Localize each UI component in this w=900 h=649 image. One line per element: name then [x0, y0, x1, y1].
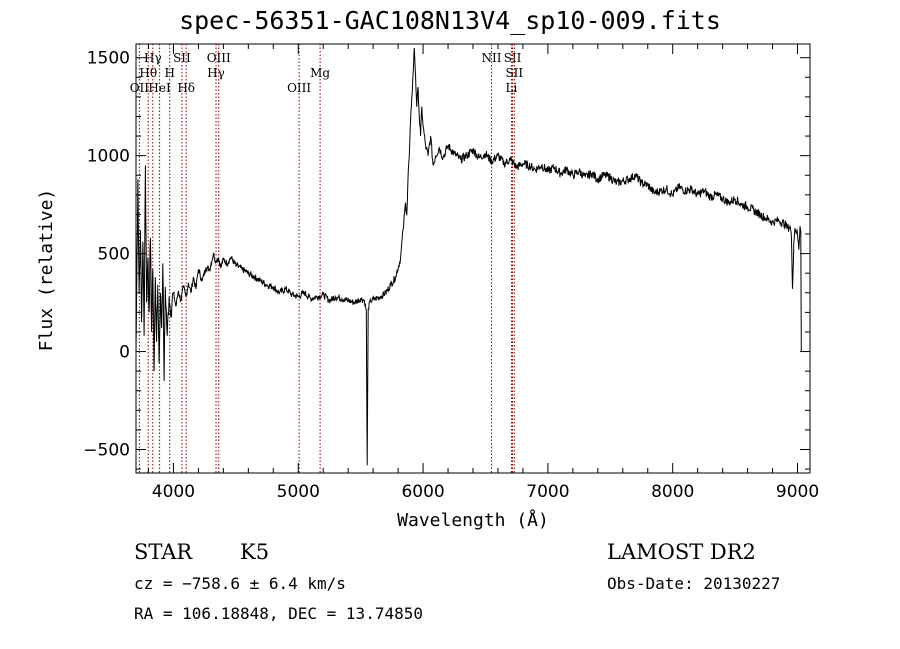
ra-dec-coordinates: RA = 106.18848, DEC = 13.74850	[134, 604, 423, 623]
object-subclass: K5	[240, 540, 270, 564]
y-tick-label-2: 500	[98, 245, 130, 265]
line-marker-label-8: Hγ	[207, 66, 225, 80]
line-marker-label-10: Mg	[310, 66, 330, 80]
y-axis-label-container: Flux (relative)	[36, 189, 57, 352]
line-marker-label-9: OIII	[287, 81, 311, 95]
y-tick-label-3: 1000	[87, 147, 130, 167]
line-marker-label-0: OII	[130, 81, 150, 95]
line-marker-label-7: OIII	[207, 51, 231, 65]
observation-date: Obs-Date: 20130227	[607, 574, 781, 593]
x-axis-label: Wavelength (Å)	[397, 510, 549, 531]
y-tick-label-0: −500	[83, 440, 130, 460]
redshift-cz: cz = −758.6 ± 6.4 km/s	[134, 574, 346, 593]
plot-frame	[135, 43, 811, 474]
y-tick-label-1: 0	[119, 343, 130, 363]
line-marker-label-4: H	[164, 66, 174, 80]
x-tick-label-5: 9000	[776, 482, 819, 502]
line-marker-label-6: Hδ	[177, 81, 195, 95]
y-tick-label-4: 1500	[87, 49, 130, 69]
chart-title: spec-56351-GAC108N13V4_sp10-009.fits	[179, 6, 721, 35]
x-tick-label-2: 6000	[401, 482, 444, 502]
x-tick-label-4: 8000	[651, 482, 694, 502]
line-marker-label-5: SII	[173, 51, 191, 65]
line-marker-label-11: NII	[481, 51, 501, 65]
line-marker-label-1: Hθ	[139, 66, 157, 80]
y-axis-label: Flux (relative)	[36, 188, 57, 352]
x-tick-label-3: 7000	[526, 482, 569, 502]
survey-name: LAMOST DR2	[607, 540, 756, 564]
line-marker-label-14: Li	[506, 81, 518, 95]
line-marker-label-13: SII	[505, 66, 523, 80]
x-tick-label-1: 5000	[277, 482, 320, 502]
x-tick-label-0: 4000	[152, 482, 195, 502]
line-marker-label-12: SII	[504, 51, 522, 65]
object-class: STAR	[134, 540, 193, 564]
line-marker-label-3: HeI	[148, 81, 171, 95]
line-marker-label-2: Hγ	[144, 51, 162, 65]
spectrum-line	[135, 47, 802, 466]
